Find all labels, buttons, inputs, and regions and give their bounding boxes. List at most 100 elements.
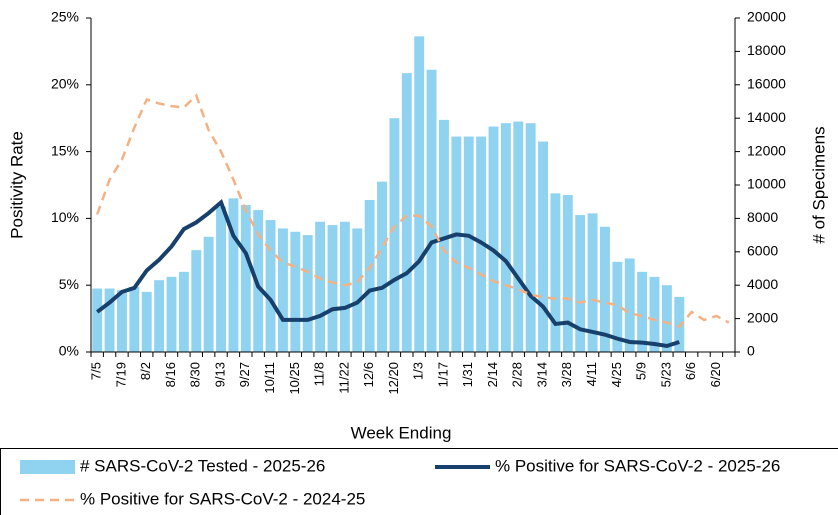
bar xyxy=(389,118,400,352)
bar xyxy=(327,225,338,352)
x-tick-label: 10/11 xyxy=(262,362,277,394)
x-tick-label: 8/16 xyxy=(163,362,178,387)
y2-tick-label: 14000 xyxy=(747,109,786,125)
bar xyxy=(104,288,115,352)
legend-box xyxy=(0,448,838,515)
bar xyxy=(216,206,226,352)
bar xyxy=(154,280,165,352)
bar xyxy=(451,136,462,352)
y2-tick-label: 2000 xyxy=(747,309,778,325)
bar xyxy=(352,228,363,352)
x-tick-label: 4/25 xyxy=(609,362,624,387)
x-axis-title: Week Ending xyxy=(351,423,452,442)
y2-tick-label: 10000 xyxy=(747,176,786,192)
bar xyxy=(463,136,474,352)
bar xyxy=(240,205,251,352)
y2-tick-label: 18000 xyxy=(747,42,786,58)
x-tick-label: 10/25 xyxy=(287,362,302,395)
bar xyxy=(637,271,648,352)
bar xyxy=(674,296,685,352)
bar xyxy=(315,221,326,352)
x-tick-label: 3/28 xyxy=(559,362,574,387)
bar xyxy=(426,69,437,353)
bar xyxy=(203,236,214,352)
bar xyxy=(377,181,387,352)
bar xyxy=(141,291,152,352)
y-tick-label: 5% xyxy=(59,276,79,292)
y-tick-label: 15% xyxy=(51,142,79,158)
bar xyxy=(575,215,586,352)
x-tick-label: 1/3 xyxy=(411,362,426,380)
line xyxy=(96,93,730,329)
bar xyxy=(401,73,412,353)
bar xyxy=(414,36,425,353)
x-tick-label: 12/20 xyxy=(386,362,401,395)
x-tick-label: 9/13 xyxy=(212,362,227,387)
bar xyxy=(525,123,536,353)
y-tick-label: 25% xyxy=(51,9,79,25)
y-tick-label: 20% xyxy=(51,76,79,92)
bar xyxy=(562,195,573,352)
line xyxy=(95,198,680,349)
bar xyxy=(290,231,301,352)
x-tick-label: 6/6 xyxy=(683,362,698,380)
bar xyxy=(178,271,189,352)
bar xyxy=(129,286,140,352)
x-tick-label: 11/8 xyxy=(312,362,327,386)
x-tick-label: 9/27 xyxy=(237,362,252,387)
x-tick-label: 11/22 xyxy=(336,362,351,394)
y2-tick-label: 16000 xyxy=(747,76,786,92)
x-tick-label: 2/14 xyxy=(485,362,500,387)
y-tick-label: 10% xyxy=(51,209,79,225)
x-tick-label: 1/31 xyxy=(460,362,475,387)
x-tick-label: 4/11 xyxy=(584,362,599,386)
bar xyxy=(550,193,561,352)
legend-swatch xyxy=(20,460,75,474)
bar xyxy=(612,261,623,352)
bar xyxy=(488,126,499,352)
y-axis-title: Positivity Rate xyxy=(7,131,26,239)
x-tick-label: 5/9 xyxy=(634,362,649,380)
bar xyxy=(364,200,375,352)
x-tick-label: 12/6 xyxy=(361,362,376,387)
bar xyxy=(191,250,202,352)
x-tick-label: 7/19 xyxy=(113,362,128,387)
legend-label: % Positive for SARS-CoV-2 - 2024-25 xyxy=(80,489,365,508)
bar xyxy=(117,290,127,352)
bar xyxy=(624,258,635,352)
x-tick-label: 5/23 xyxy=(658,362,673,387)
bar xyxy=(92,288,103,352)
bar xyxy=(439,119,449,353)
bar xyxy=(265,220,276,352)
bar xyxy=(500,123,511,353)
x-tick-label: 7/5 xyxy=(89,362,104,380)
bar xyxy=(587,213,598,352)
x-tick-label: 1/17 xyxy=(435,362,450,387)
y2-tick-label: 20000 xyxy=(747,9,786,25)
bar xyxy=(661,285,672,352)
x-tick-label: 2/28 xyxy=(510,362,525,387)
bar xyxy=(166,276,177,352)
y2-tick-label: 4000 xyxy=(747,276,778,292)
bar xyxy=(228,198,239,352)
bar xyxy=(649,276,660,352)
y2-tick-label: 6000 xyxy=(747,243,778,259)
bar xyxy=(513,121,524,352)
x-tick-label: 6/20 xyxy=(708,362,723,387)
y2-tick-label: 12000 xyxy=(747,142,786,158)
y-tick-label: 0% xyxy=(59,343,79,359)
x-tick-label: 3/14 xyxy=(534,362,549,387)
y2-tick-label: 0 xyxy=(747,343,755,359)
legend-label: # SARS-CoV-2 Tested - 2025-26 xyxy=(80,456,325,475)
x-tick-label: 8/2 xyxy=(138,362,153,380)
bar xyxy=(302,235,313,352)
bar xyxy=(278,228,288,352)
bar xyxy=(600,226,610,352)
legend-label: % Positive for SARS-CoV-2 - 2025-26 xyxy=(495,456,780,475)
y2-tick-label: 8000 xyxy=(747,209,778,225)
bar xyxy=(538,141,548,352)
y2-axis-title: # of Specimens xyxy=(809,126,828,243)
x-tick-label: 8/30 xyxy=(188,362,203,387)
bar xyxy=(339,221,350,352)
